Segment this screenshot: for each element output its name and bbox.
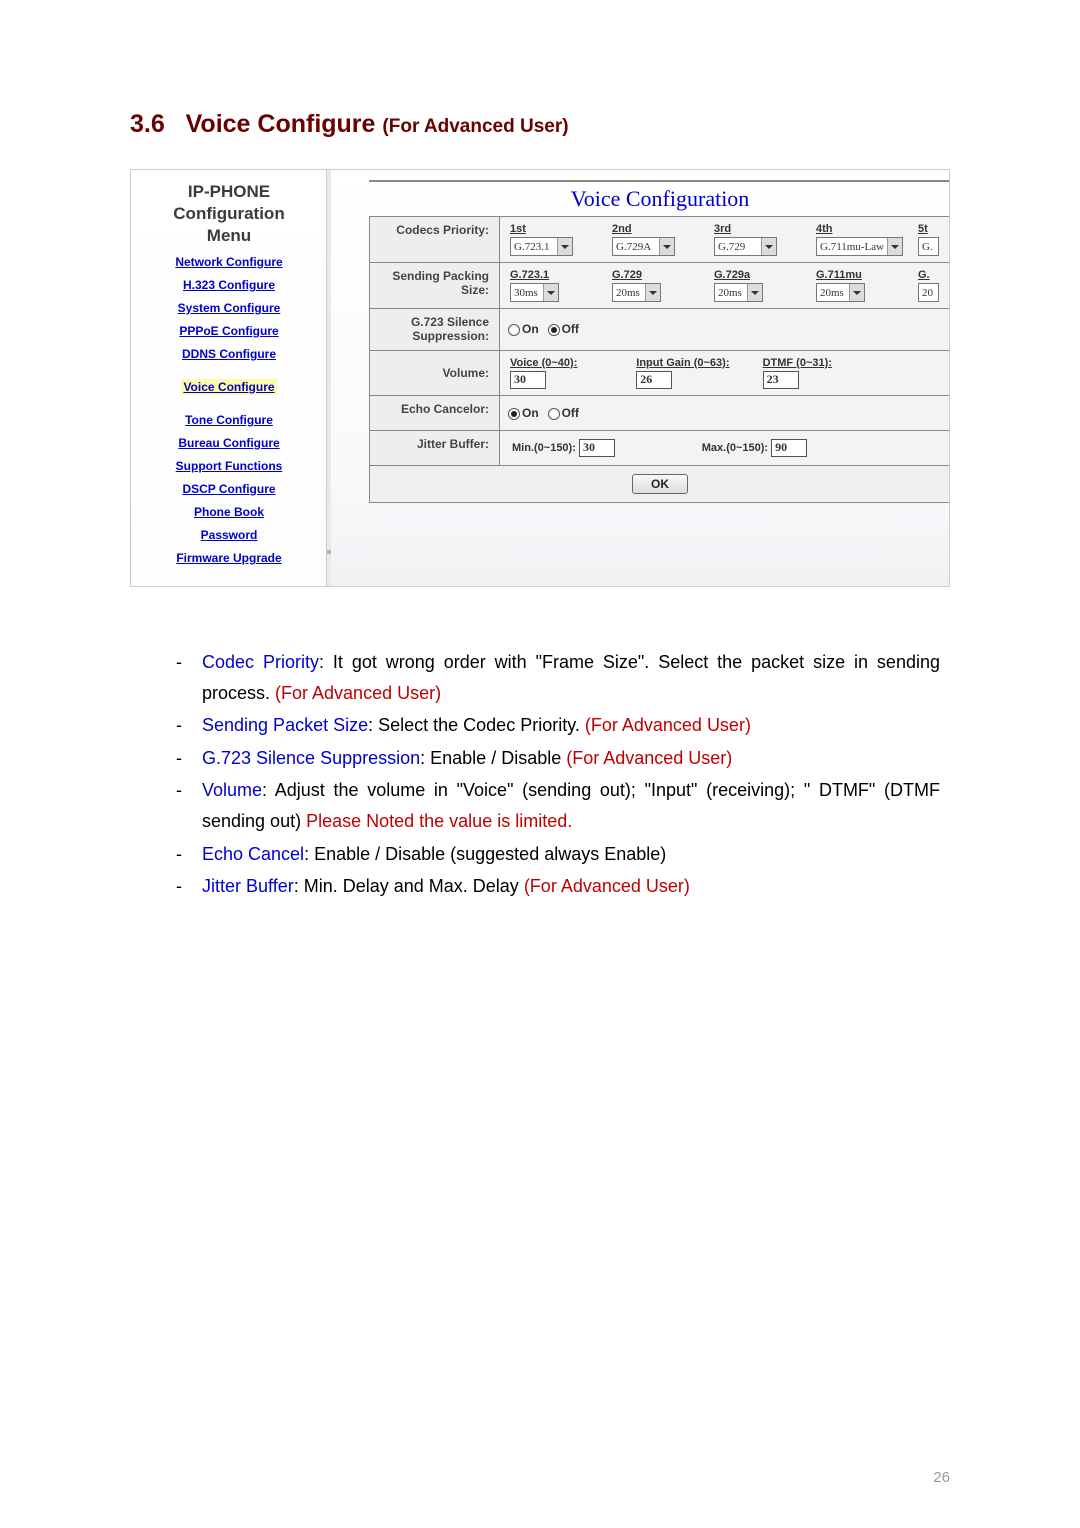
description-item: Echo Cancel: Enable / Disable (suggested… bbox=[170, 839, 940, 870]
g723-row: G.723 Silence Suppression: On Off bbox=[369, 309, 949, 351]
volume-voice-head: Voice (0~40): bbox=[510, 357, 628, 369]
codecs-head-2: 2nd bbox=[612, 223, 706, 235]
sidebar-item[interactable]: Phone Book bbox=[139, 505, 319, 519]
codecs-select-1[interactable]: G.723.1 bbox=[510, 237, 573, 256]
packet-select-4[interactable]: 20ms bbox=[816, 283, 865, 302]
codecs-select-4[interactable]: G.711mu-Law bbox=[816, 237, 903, 256]
sidebar-item[interactable]: Support Functions bbox=[139, 459, 319, 473]
description-item: G.723 Silence Suppression: Enable / Disa… bbox=[170, 743, 940, 774]
description-item: Codec Priority: It got wrong order with … bbox=[170, 647, 940, 708]
voice-config-panel: Voice Configuration Codecs Priority: 1st… bbox=[331, 170, 949, 586]
description-item: Volume: Adjust the volume in "Voice" (se… bbox=[170, 775, 940, 836]
sidebar-item[interactable]: Bureau Configure bbox=[139, 436, 319, 450]
sidebar: IP-PHONE Configuration Menu Network Conf… bbox=[131, 170, 331, 586]
sidebar-links: Network Configure H.323 Configure System… bbox=[139, 255, 319, 565]
ok-button[interactable]: OK bbox=[632, 474, 688, 494]
sidebar-item[interactable]: Network Configure bbox=[139, 255, 319, 269]
ok-row: OK bbox=[369, 466, 949, 503]
codecs-select-2[interactable]: G.729A bbox=[612, 237, 675, 256]
jitter-max-label: Max.(0~150): bbox=[702, 442, 768, 454]
sidebar-item-current[interactable]: Voice Configure bbox=[181, 379, 276, 395]
section-subtitle: (For Advanced User) bbox=[382, 116, 568, 137]
volume-label: Volume: bbox=[370, 351, 500, 395]
codecs-head-3: 3rd bbox=[714, 223, 808, 235]
section-number: 3.6 bbox=[130, 110, 165, 138]
sidebar-heading-3: Menu bbox=[139, 226, 319, 246]
config-screenshot: IP-PHONE Configuration Menu Network Conf… bbox=[130, 169, 950, 587]
volume-dtmf-input[interactable]: 23 bbox=[763, 371, 799, 389]
codecs-head-5: 5t bbox=[918, 223, 940, 235]
echo-row: Echo Cancelor: On Off bbox=[369, 396, 949, 431]
jitter-max-input[interactable]: 90 bbox=[771, 439, 807, 457]
codecs-label: Codecs Priority: bbox=[370, 217, 500, 262]
description-item: Jitter Buffer: Min. Delay and Max. Delay… bbox=[170, 871, 940, 902]
page-number: 26 bbox=[933, 1469, 950, 1486]
packet-head-3: G.729a bbox=[714, 269, 808, 281]
volume-dtmf-head: DTMF (0~31): bbox=[763, 357, 940, 369]
section-title-text: Voice Configure bbox=[186, 110, 376, 138]
sidebar-item[interactable]: DDNS Configure bbox=[139, 347, 319, 361]
sidebar-item[interactable]: Firmware Upgrade bbox=[139, 551, 319, 565]
sidebar-heading-1: IP-PHONE bbox=[139, 182, 319, 202]
panel-title: Voice Configuration bbox=[369, 180, 949, 217]
codecs-head-1: 1st bbox=[510, 223, 604, 235]
codecs-select-5[interactable]: G. bbox=[918, 237, 939, 256]
packet-head-1: G.723.1 bbox=[510, 269, 604, 281]
packet-select-3[interactable]: 20ms bbox=[714, 283, 763, 302]
echo-label: Echo Cancelor: bbox=[370, 396, 500, 430]
jitter-min-input[interactable]: 30 bbox=[579, 439, 615, 457]
volume-voice-input[interactable]: 30 bbox=[510, 371, 546, 389]
packet-head-4: G.711mu bbox=[816, 269, 910, 281]
packet-head-2: G.729 bbox=[612, 269, 706, 281]
codecs-select-3[interactable]: G.729 bbox=[714, 237, 777, 256]
volume-input-head: Input Gain (0~63): bbox=[636, 357, 754, 369]
g723-off[interactable]: Off bbox=[548, 322, 579, 336]
sidebar-item[interactable]: Password bbox=[139, 528, 319, 542]
g723-label: G.723 Silence Suppression: bbox=[370, 309, 500, 350]
sidebar-item[interactable]: PPPoE Configure bbox=[139, 324, 319, 338]
jitter-row: Jitter Buffer: Min.(0~150): 30 Max.(0~15… bbox=[369, 431, 949, 466]
sidebar-heading-2: Configuration bbox=[139, 204, 319, 224]
sidebar-item[interactable]: System Configure bbox=[139, 301, 319, 315]
description-item: Sending Packet Size: Select the Codec Pr… bbox=[170, 710, 940, 741]
packet-select-2[interactable]: 20ms bbox=[612, 283, 661, 302]
volume-row: Volume: Voice (0~40): 30 Input Gain (0~6… bbox=[369, 351, 949, 396]
echo-on[interactable]: On bbox=[508, 406, 539, 420]
echo-off[interactable]: Off bbox=[548, 406, 579, 420]
packet-select-1[interactable]: 30ms bbox=[510, 283, 559, 302]
packet-select-5[interactable]: 20 bbox=[918, 283, 939, 302]
packet-head-5: G. bbox=[918, 269, 940, 281]
codecs-row: Codecs Priority: 1st G.723.1 2nd G.729A … bbox=[369, 217, 949, 263]
packet-label: Sending Packing Size: bbox=[370, 263, 500, 308]
codecs-head-4: 4th bbox=[816, 223, 910, 235]
jitter-min-label: Min.(0~150): bbox=[512, 442, 576, 454]
description-list: Codec Priority: It got wrong order with … bbox=[170, 647, 940, 902]
sidebar-item[interactable]: Tone Configure bbox=[139, 413, 319, 427]
jitter-label: Jitter Buffer: bbox=[370, 431, 500, 465]
packet-row: Sending Packing Size: G.723.1 30ms G.729… bbox=[369, 263, 949, 309]
volume-input-input[interactable]: 26 bbox=[636, 371, 672, 389]
sidebar-item[interactable]: DSCP Configure bbox=[139, 482, 319, 496]
section-heading: 3.6 Voice Configure (For Advanced User) bbox=[130, 110, 950, 139]
sidebar-item[interactable]: H.323 Configure bbox=[139, 278, 319, 292]
g723-on[interactable]: On bbox=[508, 322, 539, 336]
